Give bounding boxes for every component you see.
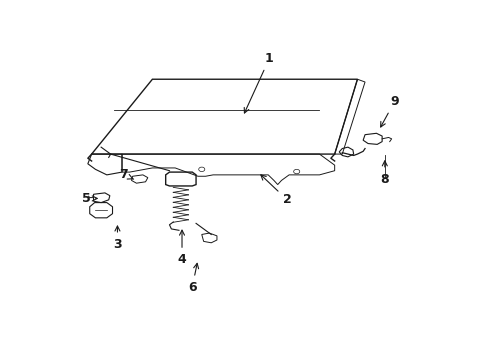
Text: 9: 9 xyxy=(381,95,399,127)
Text: 6: 6 xyxy=(188,264,198,294)
Text: 4: 4 xyxy=(178,230,186,266)
Text: 3: 3 xyxy=(113,226,122,251)
Text: 7: 7 xyxy=(120,168,134,181)
Text: 5: 5 xyxy=(81,192,97,205)
Text: 2: 2 xyxy=(261,175,292,206)
Text: 1: 1 xyxy=(244,52,274,113)
Text: 8: 8 xyxy=(380,161,389,185)
